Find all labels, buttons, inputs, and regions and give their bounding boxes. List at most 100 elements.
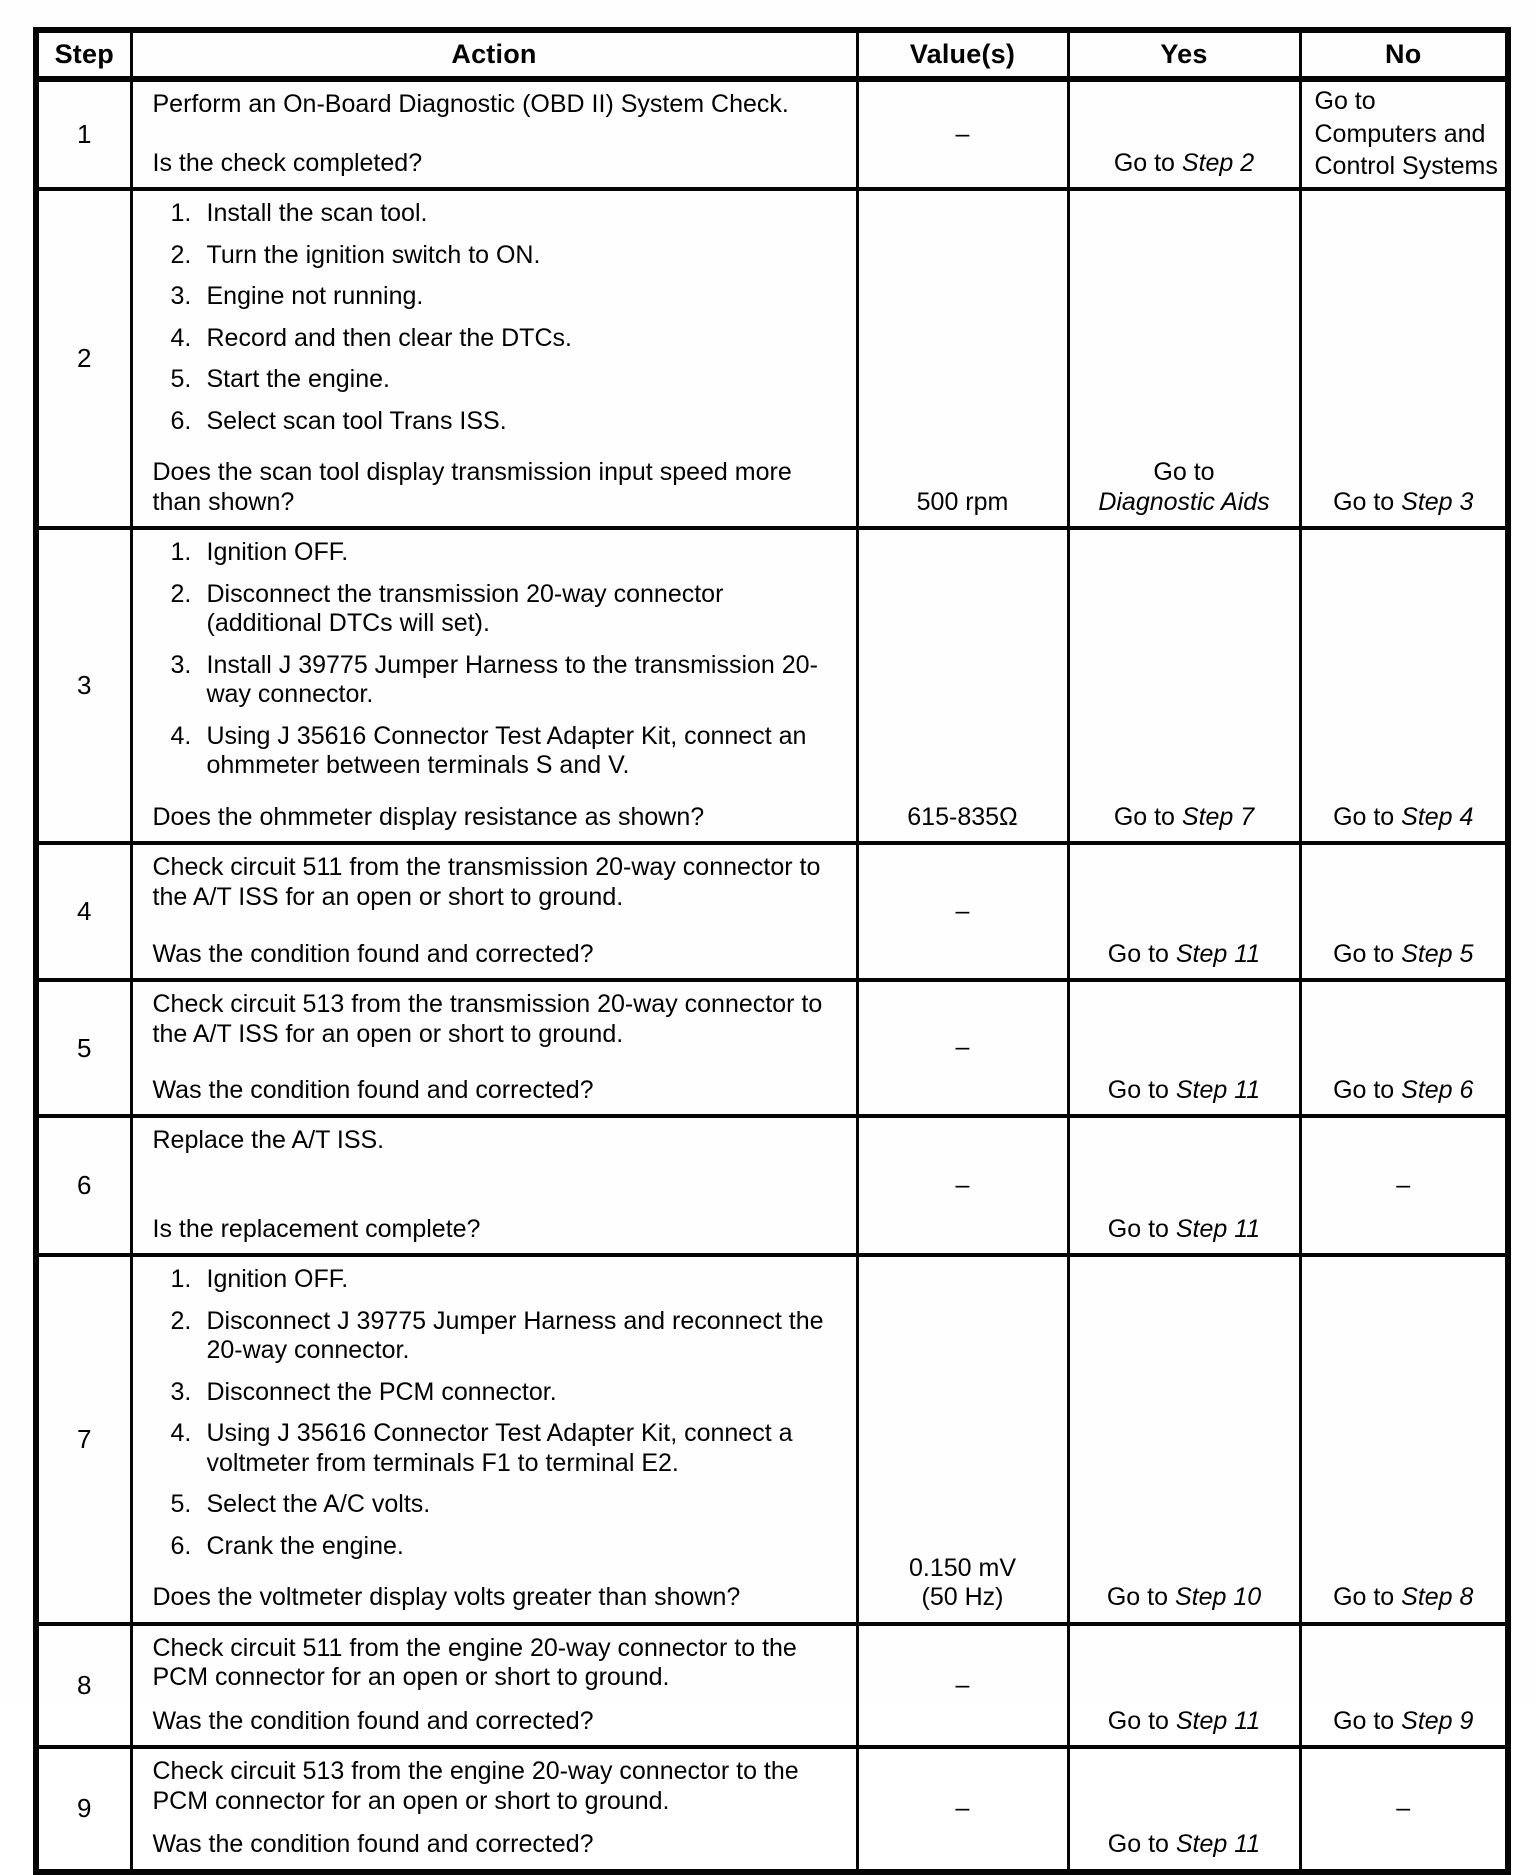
no-cell-text: Go to <box>1333 939 1402 968</box>
yes-cell: Go to Diagnostic Aids <box>1066 187 1302 530</box>
yes-cell-step-ref: Step 11 <box>1175 1830 1261 1858</box>
action-paragraph: Check circuit 511 from the transmission … <box>152 853 821 911</box>
no-cell-text: Control Systems <box>1314 152 1498 181</box>
item-text: Using J 35616 Connector Test Adapter Kit… <box>206 1419 793 1477</box>
no-cell-text: Go to <box>1333 1583 1402 1611</box>
yes-cell-step-ref: Diagnostic Aids <box>1098 487 1270 516</box>
value-cell: – <box>855 841 1070 982</box>
no-cell: Go to Step 5 <box>1298 841 1510 982</box>
no-cell: Go to Step 8 <box>1298 1253 1510 1625</box>
value-cell: – <box>855 1621 1070 1749</box>
item-text: Ignition OFF. <box>206 538 349 566</box>
value-cell-line: – <box>859 897 1067 927</box>
yes-cell-step-ref: Step 11 <box>1175 1075 1261 1104</box>
item-number: 6. <box>170 1531 192 1560</box>
value-cell-line: 500 rpm <box>859 488 1067 518</box>
yes-cell-step-ref: Step 11 <box>1175 939 1261 968</box>
step-number: 9 <box>34 1745 133 1873</box>
diagnostic-table: Step Action Value(s) Yes No 1 Perform an … <box>33 27 1511 1875</box>
item-text: Select the A/C volts. <box>206 1490 431 1518</box>
no-cell-step-ref: Step 6 <box>1401 1075 1474 1104</box>
yes-cell-line: Go to Step 11 <box>1070 1215 1299 1245</box>
header-row: Step Action Value(s) Yes No <box>34 27 1510 82</box>
action-step-item: 2. Disconnect J 39775 Jumper Harness and … <box>171 1307 846 1366</box>
yes-cell: Go to Step 7 <box>1066 526 1302 845</box>
step-number: 6 <box>34 1114 133 1257</box>
value-cell-text: – <box>955 1170 970 1199</box>
item-text: Turn the ignition switch to ON. <box>206 240 541 269</box>
yes-cell-line: Go to Step 11 <box>1070 1707 1299 1737</box>
action-question: Was the condition found and corrected? <box>152 1830 594 1858</box>
yes-cell-text: Go to <box>1153 458 1215 486</box>
no-cell-line: Go to Step 6 <box>1302 1076 1506 1106</box>
step-number: 2 <box>34 187 133 530</box>
action-step-list: 1. Ignition OFF. 2. Disconnect the transmis… <box>153 538 846 781</box>
action-step-item: 3. Install J 39775 Jumper Harness to the … <box>171 651 846 710</box>
yes-cell-line: Go to Step 11 <box>1070 1076 1299 1106</box>
item-number: 2. <box>170 1306 192 1335</box>
action-step-item: 2. Turn the ignition switch to ON. <box>171 241 846 271</box>
action-cell: Check circuit 513 from the engine 20-way… <box>129 1745 859 1873</box>
item-text: Record and then clear the DTCs. <box>206 323 572 352</box>
table-row: 3 1. Ignition OFF. 2. Disconnect the transmi… <box>34 526 1510 845</box>
yes-cell-text: Go to <box>1106 1583 1175 1611</box>
action-step-list: 1. Install the scan tool. 2. Turn the ignit… <box>153 199 846 436</box>
yes-cell-line: Go to Step 2 <box>1070 149 1299 179</box>
item-text: Start the engine. <box>206 365 390 393</box>
no-cell-line: – <box>1302 1794 1506 1824</box>
action-step-list: 1. Ignition OFF. 2. Disconnect J 39775 Jump… <box>153 1265 846 1561</box>
yes-cell-line: Go to <box>1070 458 1299 488</box>
action-paragraph: Perform an On-Board Diagnostic (OBD II) … <box>152 90 789 118</box>
action-cell: Check circuit 511 from the engine 20-way… <box>129 1621 859 1749</box>
value-cell: 500 rpm <box>855 187 1070 530</box>
action-step-item: 6. Crank the engine. <box>171 1532 846 1562</box>
item-number: 5. <box>170 1490 192 1518</box>
yes-cell-line: Go to Step 7 <box>1070 803 1299 833</box>
action-step-item: 1. Ignition OFF. <box>171 1265 846 1295</box>
yes-cell-line: Go to Step 11 <box>1070 940 1299 970</box>
no-cell: Go to Step 3 <box>1298 187 1510 530</box>
item-number: 4. <box>170 323 192 352</box>
action-cell: Check circuit 511 from the transmission … <box>129 841 859 982</box>
step-number: 1 <box>34 77 133 191</box>
yes-cell-line: Diagnostic Aids <box>1070 488 1299 518</box>
item-text: Install the scan tool. <box>206 199 428 227</box>
item-number: 5. <box>170 365 192 393</box>
no-cell-line: Go to Step 9 <box>1302 1707 1506 1737</box>
no-cell-line: Computers and <box>1315 120 1502 150</box>
item-text: Crank the engine. <box>206 1531 404 1560</box>
value-cell: – <box>855 1745 1070 1873</box>
yes-cell: Go to Step 11 <box>1066 1621 1302 1749</box>
item-number: 1. <box>170 538 192 566</box>
yes-cell: Go to Step 11 <box>1066 1745 1302 1873</box>
table-row: 1 Perform an On-Board Diagnostic (OBD II)… <box>34 77 1510 191</box>
action-step-item: 1. Ignition OFF. <box>171 538 846 568</box>
value-cell-text: – <box>955 896 970 925</box>
value-cell-line: 615-835Ω <box>859 803 1067 833</box>
no-cell-line: Go to <box>1315 87 1502 117</box>
value-cell-text: 500 rpm <box>916 487 1009 516</box>
item-text: Select scan tool Trans ISS. <box>206 406 507 435</box>
yes-cell-text: Go to <box>1107 939 1176 968</box>
item-number: 2. <box>170 579 192 608</box>
value-cell-line: – <box>859 1033 1067 1063</box>
yes-cell-text: Go to <box>1107 1075 1176 1104</box>
item-text: Disconnect the transmission 20-way conne… <box>206 579 724 638</box>
yes-cell-line: Go to Step 10 <box>1070 1583 1299 1613</box>
yes-cell-step-ref: Step 11 <box>1175 1706 1261 1735</box>
value-cell-line: – <box>859 1171 1067 1201</box>
no-cell-text: Go to <box>1314 87 1376 116</box>
value-cell-text: 0.150 mV <box>908 1553 1016 1582</box>
no-cell-step-ref: Step 5 <box>1401 939 1474 968</box>
yes-cell-line: Go to Step 11 <box>1070 1830 1299 1860</box>
header-yes: Yes <box>1066 27 1302 82</box>
action-step-item: 6. Select scan tool Trans ISS. <box>171 407 846 437</box>
action-question: Was the condition found and corrected? <box>152 1075 594 1104</box>
yes-cell: Go to Step 2 <box>1066 77 1302 191</box>
value-cell-line: – <box>859 1794 1067 1824</box>
no-cell: Go to Computers and Control Systems <box>1298 77 1510 191</box>
table-row: 4 Check circuit 511 from the transmission… <box>34 841 1510 982</box>
no-cell-line: Go to Step 8 <box>1302 1583 1506 1613</box>
table-row: 6 Replace the A/T ISS. Is the replacement … <box>34 1114 1510 1257</box>
action-paragraph: Check circuit 513 from the transmission … <box>152 990 823 1048</box>
